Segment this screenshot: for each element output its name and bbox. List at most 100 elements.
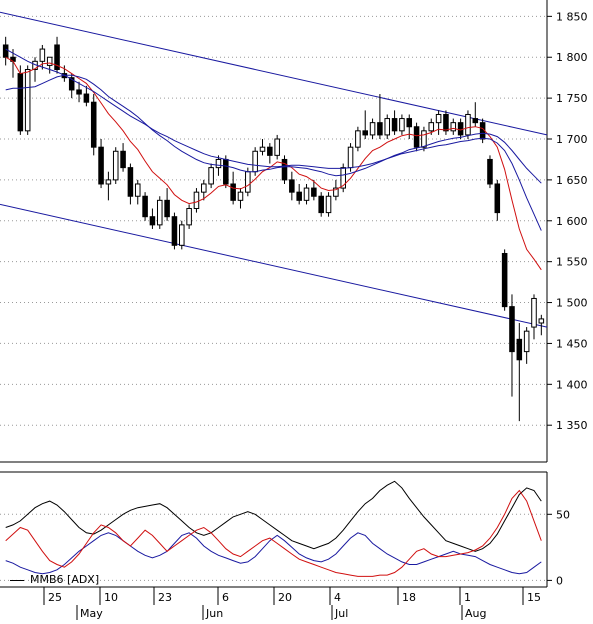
candle [208,163,214,189]
candle [377,94,383,140]
y-tick-label: 1 700 [556,133,588,146]
month-label: Jul [334,607,348,620]
channel-line [0,203,548,328]
candle-body [98,146,104,185]
date-axis: 25 10 23 6 20 4 18 1 15 May Jun Jul Aug [0,586,547,620]
candle [98,139,104,189]
date-tick-label: 1 [464,591,471,604]
candle-body [531,297,537,328]
candle-body [245,171,251,193]
candle-body [457,122,464,136]
candle-body [406,118,413,128]
candle-body [156,199,163,226]
candle-body [318,195,324,214]
candle [406,114,413,140]
candle [24,65,31,135]
candle [17,65,24,135]
adx-series-line [5,532,542,575]
candle [90,94,97,156]
candle [259,139,266,156]
candle-body [296,191,302,201]
y-tick-label: 1 450 [556,337,588,350]
moving-average-line [5,48,542,231]
channel-line [0,11,548,136]
candle-body [325,195,332,214]
candle [318,192,324,217]
candle [450,118,457,135]
candle-body [76,89,82,95]
y-tick-label: 1 850 [556,10,588,23]
candle [472,102,479,127]
candle-body [252,150,258,173]
candle [413,122,420,152]
candle-body [443,113,449,132]
trend-channel [0,11,548,328]
candlesticks [2,36,545,422]
candle-body [465,113,471,136]
y-tick-label: 1 800 [556,51,588,64]
candle-body [17,73,24,132]
candle [487,155,493,189]
candle-body [333,187,339,197]
date-tick-label: 23 [158,591,172,604]
candle [193,188,200,213]
candle [355,126,361,152]
candle-body [230,183,236,201]
candle-body [421,130,427,148]
candle [201,179,207,201]
y-tick-label: 1 400 [556,378,588,391]
candle [83,85,90,107]
candle-body [355,130,361,148]
candle [142,192,148,221]
candle-body [112,150,119,181]
candle-body [39,48,46,62]
candle-body [105,179,112,185]
legend-swatch [10,579,24,581]
legend-label: MMB6 [ADX] [30,573,100,586]
candle [399,114,405,135]
candle [457,118,464,140]
candle [68,73,75,99]
y-tick-label: 1 650 [556,174,588,187]
moving-average-line [5,74,542,184]
candle [105,171,112,201]
candle [501,249,508,311]
date-tick-label: 6 [222,591,229,604]
moving-average-line [5,56,542,271]
candle-body [428,122,435,132]
candle-body [24,69,31,132]
candle-body [472,118,479,124]
candle-body [377,122,383,136]
candle [494,179,501,221]
candle [421,126,427,152]
candle [369,118,376,140]
candle-body [201,183,207,193]
candle-body [142,195,148,218]
candle-body [259,146,266,152]
candle-body [391,118,398,132]
candle [509,294,515,397]
y-tick-label: 1 600 [556,215,588,228]
candle-body [274,138,280,156]
candle-body [509,306,515,353]
candle [46,56,53,74]
candle-body [289,179,295,193]
candle-body [149,216,156,226]
candle [186,204,192,229]
date-tick-label: 18 [402,591,416,604]
date-tick-label: 25 [48,591,62,604]
candle-body [362,130,368,136]
candle-body [223,158,229,185]
candle [516,322,523,422]
candle [538,314,545,336]
adx-lines [5,480,542,577]
candle [267,143,273,164]
candle-body [127,167,134,197]
candle-body [384,118,391,136]
candle [54,36,60,74]
moving-averages [5,48,542,271]
candle-body [281,158,288,181]
candle-body [208,167,214,185]
